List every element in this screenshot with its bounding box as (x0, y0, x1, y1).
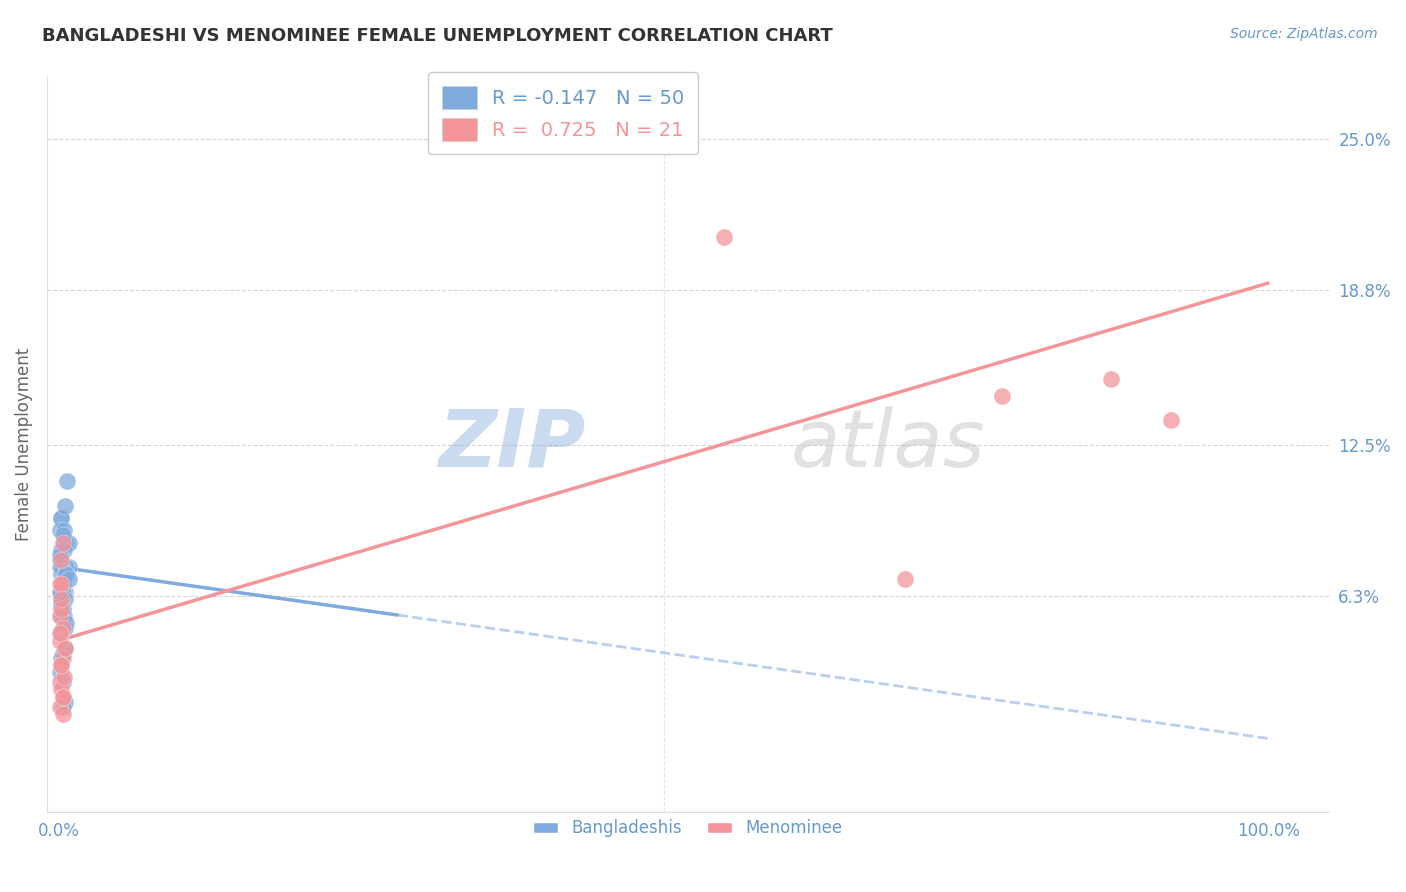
Text: atlas: atlas (790, 406, 986, 483)
Text: Source: ZipAtlas.com: Source: ZipAtlas.com (1230, 27, 1378, 41)
Point (52, 543, 75, 558)
Point (1160, 413, 1182, 427)
Point (52, 584, 75, 599)
Point (49, 633, 72, 648)
Point (991, 389, 1014, 403)
Point (53, 695, 76, 709)
Point (51, 597, 73, 611)
Y-axis label: Female Unemployment: Female Unemployment (15, 348, 32, 541)
Point (52, 528, 75, 542)
Point (52, 609, 75, 624)
Point (49, 548, 72, 562)
Point (53, 499, 76, 513)
Point (55, 535, 77, 549)
Point (58, 535, 80, 549)
Point (58, 560, 80, 574)
Point (52, 646, 75, 660)
Point (51, 560, 73, 574)
Point (51, 590, 73, 604)
Point (51, 601, 73, 615)
Point (52, 621, 75, 635)
Point (52, 601, 75, 615)
Point (51, 626, 73, 640)
Point (55, 560, 77, 574)
Point (49, 699, 72, 714)
Point (51, 577, 73, 591)
Point (51, 597, 73, 611)
Point (53, 640, 76, 655)
Point (52, 524, 75, 538)
Point (52, 699, 75, 714)
Point (51, 511, 73, 525)
Point (51, 591, 73, 606)
Point (51, 584, 73, 599)
Point (49, 584, 72, 599)
Point (52, 577, 75, 591)
Point (52, 577, 75, 591)
Point (51, 567, 73, 582)
Point (52, 670, 75, 684)
Point (51, 609, 73, 624)
Point (53, 565, 76, 579)
Point (52, 690, 75, 704)
Point (52, 535, 75, 549)
Point (51, 658, 73, 673)
Point (55, 567, 77, 582)
Point (58, 572, 80, 586)
Point (52, 584, 75, 599)
Point (56, 475, 79, 489)
Point (53, 567, 76, 582)
Point (53, 591, 76, 606)
Point (53, 584, 76, 599)
Point (49, 609, 72, 624)
Point (53, 640, 76, 655)
Point (52, 675, 75, 690)
Text: BANGLADESHI VS MENOMINEE FEMALE UNEMPLOYMENT CORRELATION CHART: BANGLADESHI VS MENOMINEE FEMALE UNEMPLOY… (42, 27, 832, 45)
Point (51, 682, 73, 697)
Point (51, 552, 73, 566)
Point (49, 665, 72, 680)
Point (713, 229, 735, 244)
Point (49, 577, 72, 591)
Point (51, 658, 73, 673)
Point (52, 650, 75, 665)
Point (51, 650, 73, 665)
Point (55, 616, 77, 631)
Point (49, 552, 72, 566)
Point (53, 621, 76, 635)
Point (52, 577, 75, 591)
Point (52, 706, 75, 721)
Point (49, 524, 72, 538)
Point (52, 535, 75, 549)
Point (49, 675, 72, 690)
Legend: Bangladeshis, Menominee: Bangladeshis, Menominee (526, 813, 849, 844)
Point (52, 584, 75, 599)
Point (51, 511, 73, 525)
Point (1099, 371, 1122, 385)
Point (49, 560, 72, 574)
Text: ZIP: ZIP (437, 406, 585, 483)
Point (894, 572, 917, 586)
Point (49, 626, 72, 640)
Point (51, 543, 73, 558)
Point (52, 609, 75, 624)
Point (52, 690, 75, 704)
